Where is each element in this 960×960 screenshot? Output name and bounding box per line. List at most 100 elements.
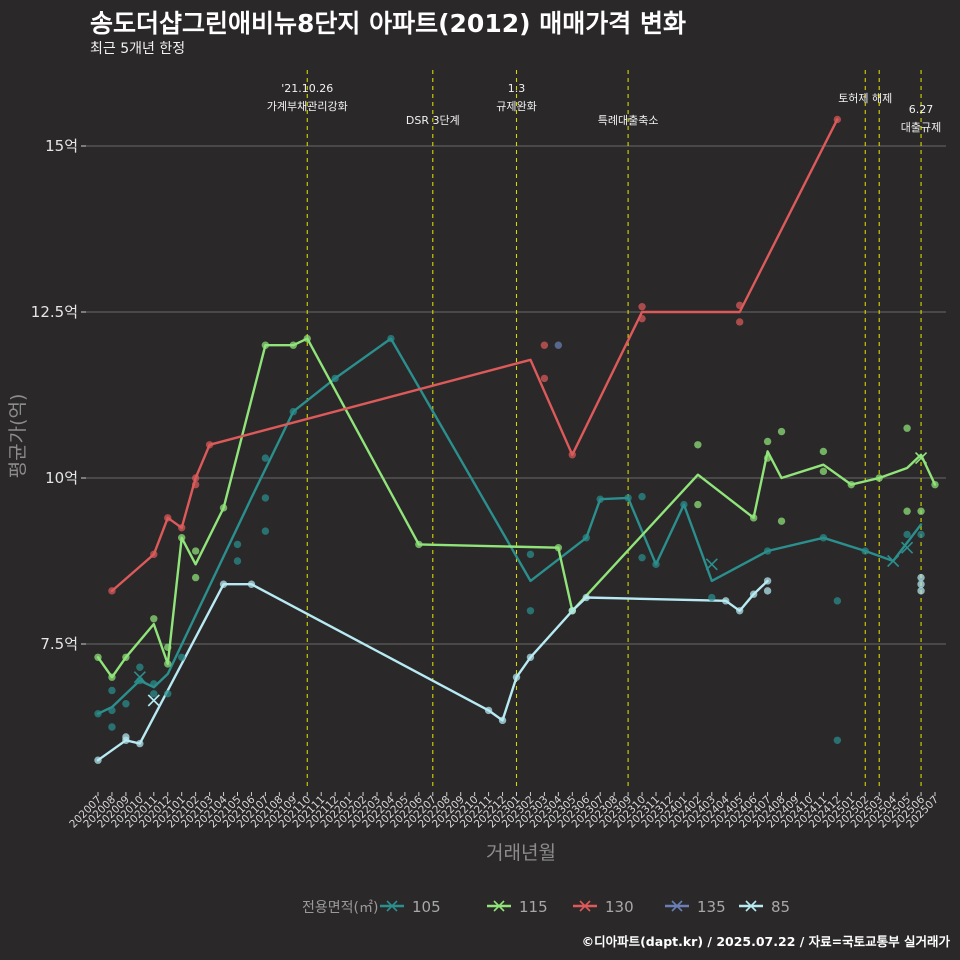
legend-label: 115 (519, 898, 548, 916)
data-point-105 (652, 560, 660, 569)
data-point-85 (526, 653, 535, 661)
data-point-130 (108, 587, 116, 595)
data-point-85 (763, 577, 772, 585)
y-tick-label: 7.5억 (40, 635, 78, 653)
data-point-85 (219, 580, 228, 588)
series-line-115 (96, 337, 937, 679)
data-point-105 (122, 700, 130, 708)
data-point-85 (122, 733, 130, 741)
legend-swatch-cross (745, 900, 757, 912)
data-point-115 (303, 334, 311, 343)
y-axis-title: 평균가(억) (7, 394, 29, 479)
x-axis-title: 거래년월 (486, 842, 556, 864)
data-point-105 (596, 495, 604, 503)
data-point-115 (763, 454, 772, 462)
data-point-130 (638, 302, 646, 311)
data-point-130 (736, 318, 744, 326)
data-point-115 (777, 517, 786, 525)
data-point-105 (387, 334, 395, 343)
cross-marker-115 (914, 452, 928, 465)
cross-marker-105 (901, 541, 914, 554)
data-point-130 (191, 474, 200, 482)
data-point-85 (736, 607, 744, 615)
data-point-105 (833, 597, 842, 605)
data-point-130 (833, 115, 842, 124)
data-point-130 (638, 314, 646, 323)
data-point-135 (554, 341, 563, 349)
data-point-105 (708, 593, 716, 602)
data-point-85 (582, 593, 590, 602)
legend-item-115: 115 (487, 898, 548, 916)
data-point-105 (526, 607, 535, 615)
cross-stroke (147, 694, 160, 707)
data-point-115 (164, 660, 172, 668)
data-point-105 (819, 534, 828, 542)
event-label: 대출규제 (901, 121, 941, 134)
legend-swatch-cross (493, 900, 505, 912)
data-point-115 (94, 653, 102, 661)
data-point-105 (150, 680, 158, 688)
data-point-85 (484, 706, 493, 715)
data-point-115 (415, 540, 423, 549)
data-point-105 (582, 534, 590, 542)
data-point-115 (875, 474, 883, 482)
data-point-105 (289, 407, 297, 416)
event-label: 규제완화 (496, 100, 536, 113)
chart-subtitle: 최근 5개년 한정 (90, 41, 186, 57)
legend-swatch-cross (579, 900, 591, 912)
data-point-85 (136, 739, 144, 748)
data-point-130 (150, 550, 158, 559)
data-point-115 (261, 341, 270, 349)
cross-marker-105 (133, 671, 146, 684)
y-tick-label: 15억 (45, 137, 78, 155)
data-point-115 (931, 480, 939, 489)
event-label: 6.27 (909, 103, 934, 116)
data-point-130 (191, 480, 200, 489)
data-point-105 (526, 550, 535, 559)
source-caption: ©디아파트(dapt.kr) / 2025.07.22 / 자료=국토교통부 실… (581, 934, 950, 949)
event-label: 토허제 해제 (838, 91, 892, 105)
data-point-115 (749, 514, 758, 522)
data-point-130 (540, 374, 549, 383)
data-point-115 (108, 673, 116, 681)
data-point-105 (261, 454, 270, 462)
data-point-85 (498, 716, 507, 725)
data-point-115 (694, 500, 702, 509)
data-point-115 (178, 534, 186, 542)
cross-stroke (705, 558, 718, 571)
series-line-130 (110, 118, 839, 593)
data-point-105 (861, 547, 869, 555)
data-point-85 (749, 590, 758, 598)
data-point-130 (205, 441, 214, 449)
data-point-130 (540, 341, 549, 349)
data-point-115 (191, 573, 200, 582)
data-point-115 (777, 427, 786, 436)
cross-stroke (914, 452, 928, 465)
event-label: 1.3 (508, 82, 526, 95)
data-point-115 (819, 447, 828, 456)
data-point-130 (164, 514, 172, 522)
data-point-85 (568, 607, 576, 615)
data-point-105 (917, 530, 925, 539)
data-point-115 (763, 437, 772, 446)
cross-marker-105 (887, 554, 900, 568)
data-point-105 (233, 540, 242, 549)
data-point-105 (763, 547, 772, 555)
data-point-105 (261, 494, 270, 502)
legend-swatch-cross (671, 900, 683, 912)
data-point-85 (512, 673, 521, 681)
data-point-105 (680, 500, 688, 509)
event-label: 가계부채관리강화 (267, 100, 348, 113)
legend-item-135: 135 (665, 898, 726, 916)
legend-swatch-cross (386, 900, 398, 912)
data-point-130 (178, 524, 186, 532)
data-point-105 (178, 653, 186, 661)
legend: 전용면적(㎡) 105 115 130 135 85 (302, 898, 790, 916)
cross-stroke (901, 541, 914, 554)
data-point-130 (568, 451, 576, 459)
data-point-115 (903, 424, 911, 432)
data-point-85 (917, 573, 925, 582)
chart-title: 송도더샵그린애비뉴8단지 아파트(2012) 매매가격 변화 (90, 9, 686, 38)
data-point-115 (819, 467, 828, 476)
